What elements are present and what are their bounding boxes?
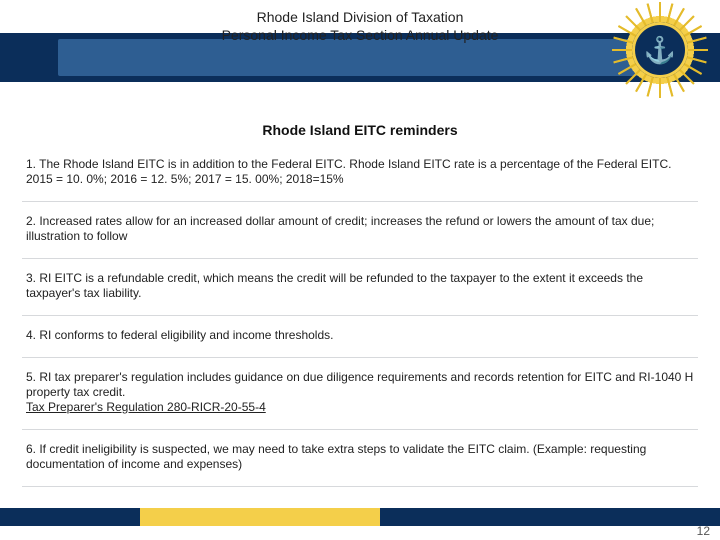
slide: Rhode Island Division of Taxation Person… xyxy=(0,0,720,540)
section-subtitle: Rhode Island EITC reminders xyxy=(0,122,720,138)
list-item: 1. The Rhode Island EITC is in addition … xyxy=(22,145,698,202)
list-item-text: 2. Increased rates allow for an increase… xyxy=(26,214,654,243)
list-item-text: 3. RI EITC is a refundable credit, which… xyxy=(26,271,643,300)
list-item-text: 1. The Rhode Island EITC is in addition … xyxy=(26,157,671,186)
header-inner-accent xyxy=(58,39,640,76)
list-item: 3. RI EITC is a refundable credit, which… xyxy=(22,259,698,316)
list-item: 2. Increased rates allow for an increase… xyxy=(22,202,698,259)
list-item-text: 5. RI tax preparer's regulation includes… xyxy=(26,370,693,399)
anchor-icon: ⚓ xyxy=(632,22,688,78)
list-item-text: 6. If credit ineligibility is suspected,… xyxy=(26,442,646,471)
state-seal: ⚓ xyxy=(610,0,710,100)
reminder-list: 1. The Rhode Island EITC is in addition … xyxy=(22,145,698,487)
footer-band xyxy=(0,508,720,526)
list-item: 4. RI conforms to federal eligibility an… xyxy=(22,316,698,358)
page-number: 12 xyxy=(697,524,710,538)
list-item: 5. RI tax preparer's regulation includes… xyxy=(22,358,698,430)
list-item-text: 4. RI conforms to federal eligibility an… xyxy=(26,328,333,342)
regulation-link[interactable]: Tax Preparer's Regulation 280-RICR-20-55… xyxy=(26,400,266,414)
list-item: 6. If credit ineligibility is suspected,… xyxy=(22,430,698,487)
